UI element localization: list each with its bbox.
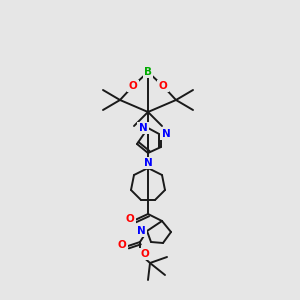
Text: N: N <box>139 123 147 133</box>
Text: N: N <box>136 226 146 236</box>
Text: O: O <box>141 249 149 259</box>
Text: N: N <box>144 158 152 168</box>
Text: O: O <box>126 214 134 224</box>
Text: O: O <box>159 81 167 91</box>
Text: N: N <box>162 129 170 139</box>
Text: O: O <box>129 81 137 91</box>
Text: O: O <box>118 240 126 250</box>
Text: B: B <box>144 67 152 77</box>
